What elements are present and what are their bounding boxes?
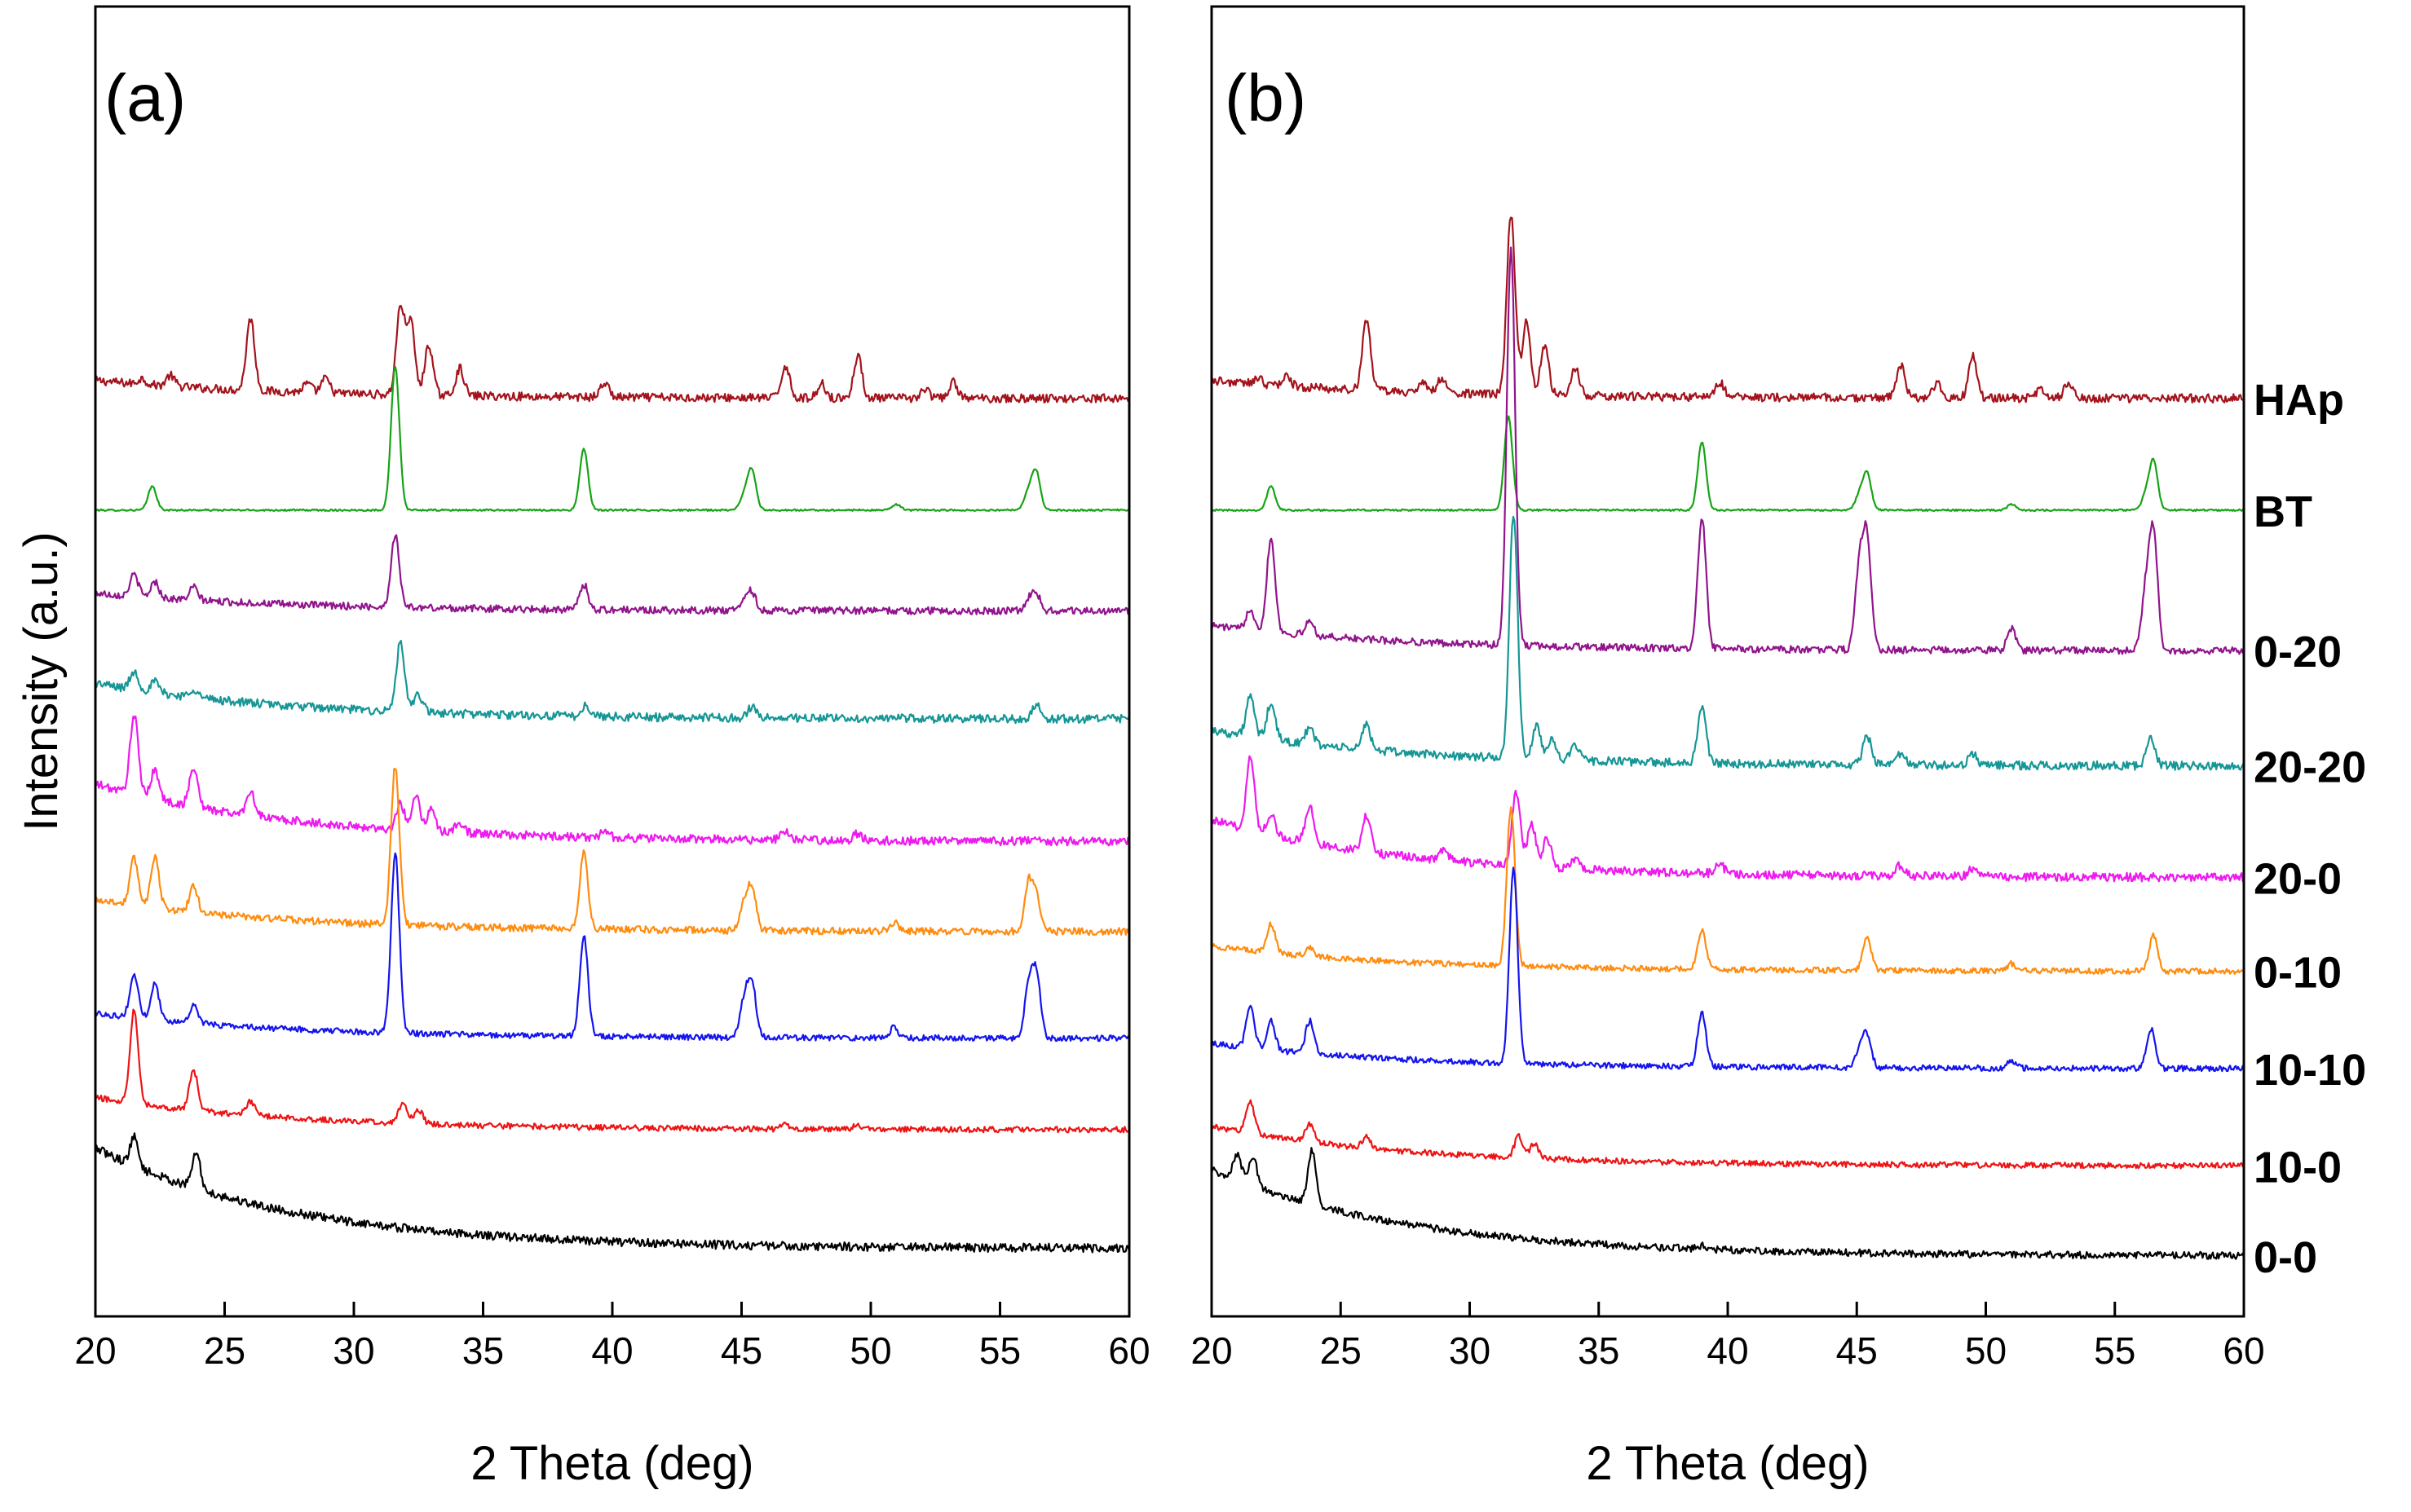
tick-label-b-45: 45 <box>1836 1329 1878 1372</box>
panel-b: 20 25 30 35 40 45 50 55 60 (b) 2 Theta (deg) HAp… <box>1190 5 2366 1490</box>
tick-label-a-60: 60 <box>1108 1329 1150 1372</box>
tick-label-a-40: 40 <box>591 1329 633 1372</box>
trace-b-10-0 <box>1211 1099 2245 1170</box>
panel-b-x-axis-title: 2 Theta (deg) <box>1586 1437 1869 1490</box>
legend-label-20-0: 20-0 <box>2254 855 2342 904</box>
panel-a: 20 25 30 35 40 45 50 55 60 (a) 2 Theta (deg) <box>74 5 1150 1490</box>
panel-b-frame <box>1210 5 2245 1318</box>
trace-a-20-20 <box>94 640 1131 725</box>
legend-label-20-20: 20-20 <box>2254 743 2366 792</box>
legend-label-10-10: 10-10 <box>2254 1046 2366 1095</box>
tick-label-b-55: 55 <box>2094 1329 2135 1372</box>
trace-b-hap <box>1210 216 2245 403</box>
trace-b-20-0 <box>1211 755 2245 883</box>
trace-a-20-0 <box>94 715 1130 847</box>
legend-label-0-0: 0-0 <box>2254 1233 2317 1282</box>
tick-label-a-50: 50 <box>850 1329 891 1372</box>
trace-a-hap <box>94 305 1130 403</box>
trace-b-10-10 <box>1210 866 2245 1073</box>
tick-label-a-45: 45 <box>721 1329 762 1372</box>
y-axis-title: Intensity (a.u.) <box>15 531 68 831</box>
trace-b-0-20 <box>1211 246 2245 655</box>
trace-a-bt <box>95 365 1130 512</box>
tick-label-b-60: 60 <box>2223 1329 2264 1372</box>
panel-b-traces <box>1210 216 2245 1260</box>
legend-label-bt: BT <box>2254 487 2312 536</box>
tick-label-b-20: 20 <box>1190 1329 1232 1372</box>
trace-b-20-20 <box>1210 515 2245 771</box>
trace-a-0-10 <box>95 768 1130 937</box>
panel-b-x-ticks: 20 25 30 35 40 45 50 55 60 <box>1190 1302 2265 1372</box>
tick-label-b-25: 25 <box>1320 1329 1362 1372</box>
panel-b-label: (b) <box>1225 61 1306 135</box>
panel-a-x-ticks: 20 25 30 35 40 45 50 55 60 <box>74 1302 1150 1372</box>
tick-label-b-35: 35 <box>1578 1329 1619 1372</box>
legend-label-hap: HAp <box>2254 376 2344 425</box>
panel-b-legend: HAp BT 0-20 20-20 20-0 0-10 10-10 10-0 0-0 <box>2254 376 2366 1282</box>
tick-label-a-30: 30 <box>333 1329 374 1372</box>
panel-a-frame <box>94 5 1131 1318</box>
trace-a-0-20 <box>95 534 1131 615</box>
tick-label-a-55: 55 <box>979 1329 1021 1372</box>
panel-a-x-axis-title: 2 Theta (deg) <box>470 1437 753 1490</box>
panel-a-label: (a) <box>104 61 186 135</box>
tick-label-b-40: 40 <box>1707 1329 1748 1372</box>
trace-b-bt <box>1211 415 2245 512</box>
tick-label-a-20: 20 <box>74 1329 116 1372</box>
tick-label-b-30: 30 <box>1449 1329 1490 1372</box>
tick-label-a-25: 25 <box>204 1329 245 1372</box>
legend-label-10-0: 10-0 <box>2254 1143 2342 1192</box>
trace-a-10-10 <box>94 852 1130 1043</box>
trace-a-0-0 <box>95 1132 1131 1254</box>
tick-label-a-35: 35 <box>462 1329 504 1372</box>
trace-a-10-0 <box>95 1008 1130 1134</box>
trace-b-0-10 <box>1211 806 2245 975</box>
tick-label-b-50: 50 <box>1965 1329 2007 1372</box>
legend-label-0-20: 0-20 <box>2254 628 2342 677</box>
legend-label-0-10: 0-10 <box>2254 949 2342 998</box>
trace-b-0-0 <box>1211 1147 2245 1260</box>
panel-a-traces <box>94 305 1131 1254</box>
